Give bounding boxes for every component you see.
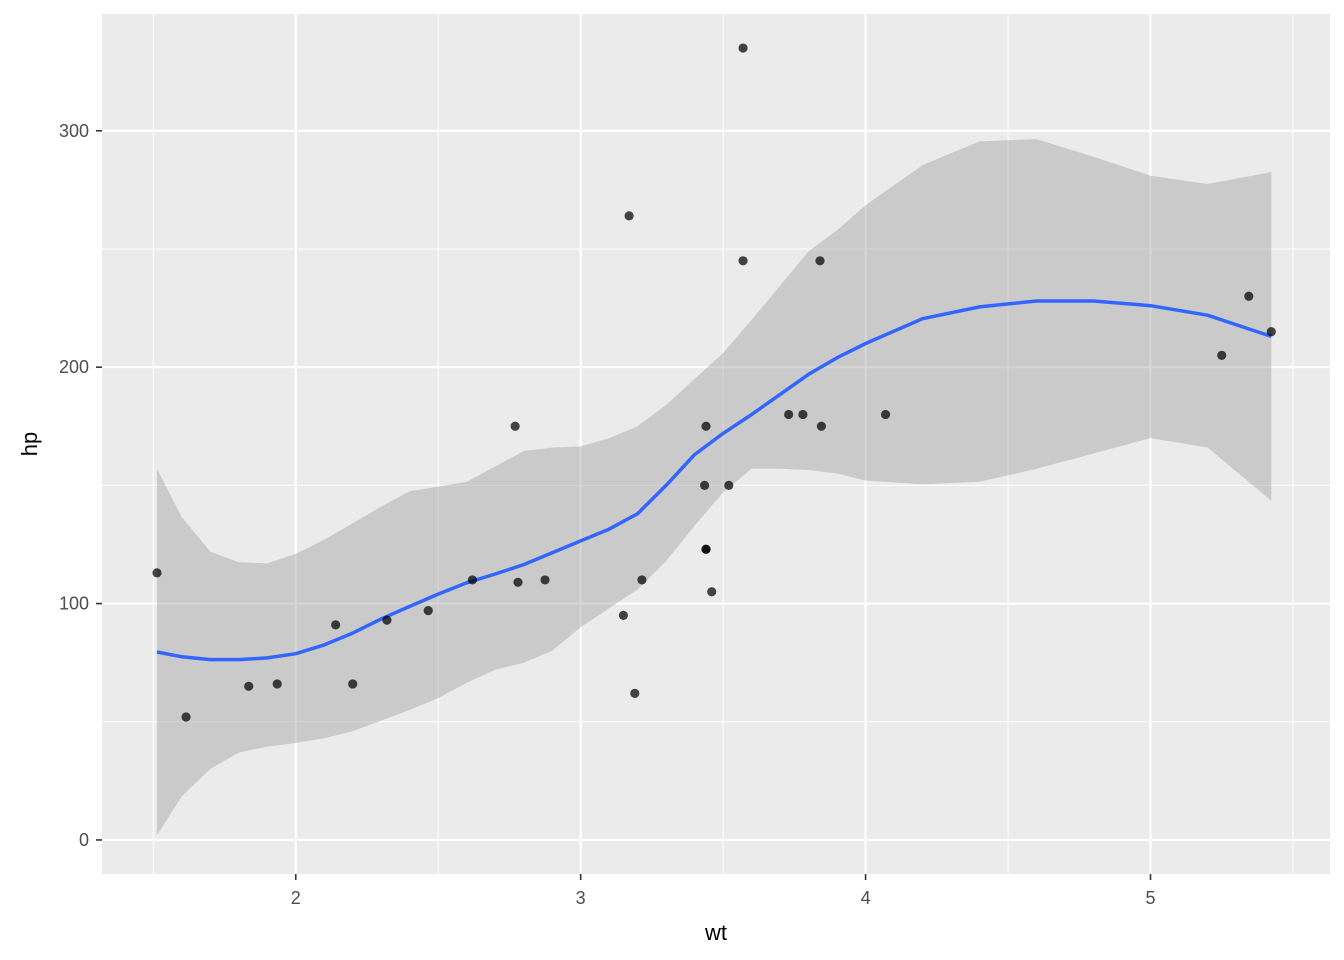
- smooth-line: [156, 299, 1272, 662]
- data-point: [700, 480, 710, 490]
- confidence-band: [157, 139, 1272, 836]
- data-point: [724, 480, 734, 490]
- data-point: [244, 681, 254, 691]
- data-point: [701, 544, 711, 554]
- data-points: [152, 43, 1276, 722]
- y-tick-label: 100: [59, 594, 89, 614]
- data-point: [272, 679, 282, 689]
- y-axis-ticks: 0 100 200 300: [59, 121, 102, 850]
- data-point: [540, 575, 550, 585]
- x-axis-title: wt: [704, 920, 727, 945]
- data-point: [630, 688, 640, 698]
- y-axis-title: hp: [17, 432, 42, 456]
- x-tick-label: 3: [576, 888, 586, 908]
- data-point: [880, 409, 891, 420]
- y-tick-label: 200: [59, 357, 89, 377]
- data-point: [1217, 350, 1227, 360]
- data-point: [707, 587, 717, 597]
- data-point: [738, 256, 748, 266]
- data-point: [815, 256, 825, 266]
- plot-panel: [102, 14, 1330, 874]
- data-point: [152, 568, 162, 578]
- data-point: [738, 43, 748, 53]
- data-point: [798, 409, 808, 420]
- x-tick-label: 2: [291, 888, 301, 908]
- major-gridlines: [102, 14, 1330, 874]
- x-axis-ticks: 2 3 4 5: [291, 874, 1156, 908]
- y-tick-label: 0: [79, 830, 89, 850]
- data-point: [510, 421, 520, 431]
- data-point: [467, 575, 477, 585]
- data-point: [331, 620, 341, 630]
- data-point: [513, 577, 523, 587]
- data-point: [637, 575, 647, 585]
- data-point: [181, 712, 191, 722]
- data-point: [701, 421, 711, 431]
- data-point: [618, 610, 629, 620]
- minor-gridlines: [102, 14, 1330, 874]
- data-point: [816, 421, 827, 431]
- data-point: [382, 615, 392, 625]
- data-point: [784, 409, 794, 420]
- x-tick-label: 4: [861, 888, 871, 908]
- data-point: [624, 211, 634, 221]
- data-point: [1244, 291, 1254, 301]
- data-point: [1266, 327, 1276, 337]
- data-point: [423, 606, 433, 616]
- data-point: [348, 679, 358, 689]
- x-tick-label: 5: [1145, 888, 1155, 908]
- y-tick-label: 300: [59, 121, 89, 141]
